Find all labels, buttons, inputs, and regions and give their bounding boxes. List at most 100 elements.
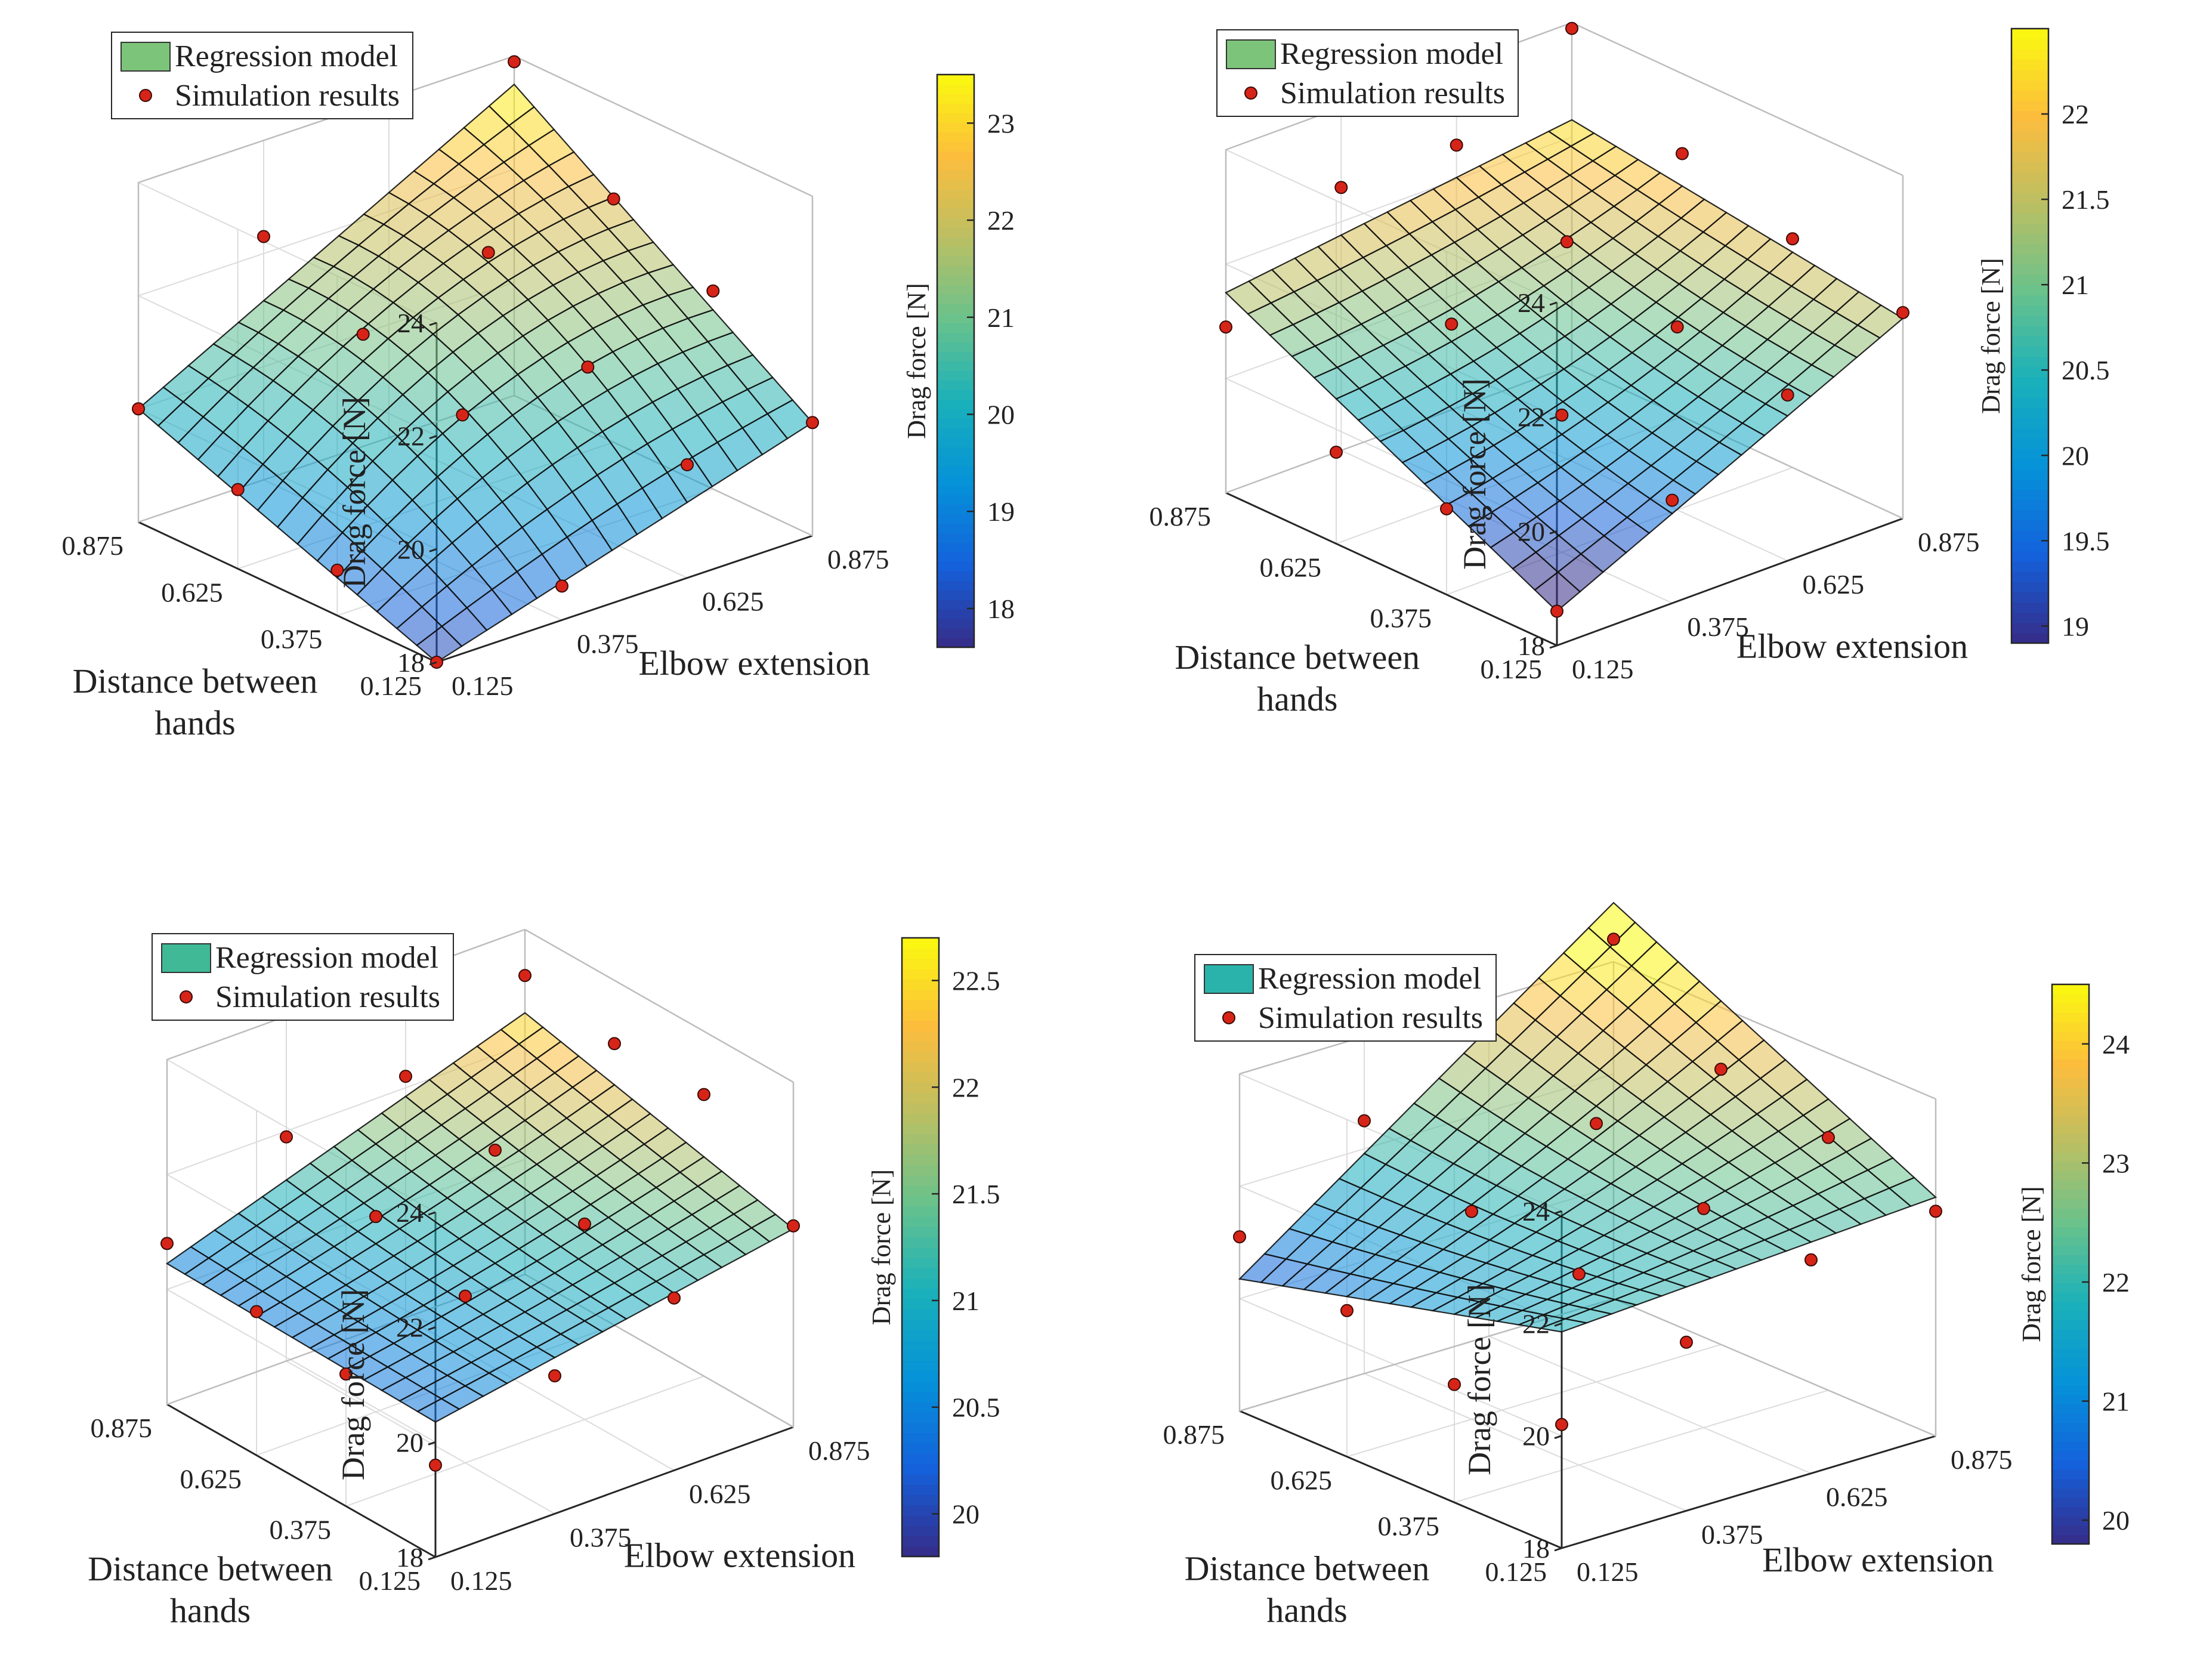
z-axis-label: Drag force [N] — [1457, 378, 1492, 570]
colorbar-segment — [902, 1422, 939, 1434]
colorbar-segment — [902, 1040, 939, 1052]
colorbar-segment — [937, 294, 974, 304]
x-axis-label: Elbow extension — [638, 644, 870, 682]
simulation-point — [1590, 1117, 1603, 1131]
colorbar-segment — [2011, 387, 2048, 398]
colorbar-segment — [937, 151, 974, 161]
colorbar-segment — [902, 1494, 939, 1506]
colorbar-segment — [2011, 39, 2048, 50]
simulation-point — [489, 1143, 502, 1157]
colorbar-segment — [2011, 459, 2048, 470]
chart-panel-top-right: 18 20 22 24 0.125 0.375 0.625 0.875 0.125 0.375 0.… — [1149, 21, 2110, 718]
simulation-point — [330, 563, 344, 577]
colorbar-segment — [2011, 172, 2048, 183]
colorbar-segment — [902, 1298, 939, 1310]
simulation-point — [1665, 493, 1679, 507]
colorbar-segment — [902, 1474, 939, 1485]
legend: Regression model Simulation results — [1194, 954, 1497, 1042]
simulation-point — [339, 1367, 353, 1381]
colorbar-segment — [937, 609, 974, 619]
colorbar-segment — [902, 1329, 939, 1341]
colorbar-segment — [902, 1515, 939, 1526]
colorbar-segment — [902, 1123, 939, 1135]
x-tick-label: 0.125 — [1572, 654, 1634, 684]
colorbar-segment — [2052, 1534, 2089, 1545]
simulation-point — [1670, 320, 1684, 333]
colorbar-segment — [2052, 1142, 2089, 1153]
simulation-point — [369, 1210, 382, 1224]
colorbar-segment — [902, 999, 939, 1011]
simulation-point — [231, 483, 245, 496]
colorbar-segment — [2011, 541, 2048, 552]
simulation-point — [1340, 1304, 1354, 1317]
simulation-point — [1786, 232, 1799, 246]
simulation-point — [1330, 446, 1343, 459]
simulation-point — [481, 246, 495, 260]
colorbar-tick-label: 22.5 — [952, 966, 1000, 996]
colorbar-segment — [937, 390, 974, 400]
colorbar-segment — [2011, 592, 2048, 603]
colorbar-segment — [902, 1071, 939, 1083]
colorbar-segment — [2052, 1105, 2089, 1116]
z-tick-label: 18 — [1522, 1533, 1550, 1564]
z-tick — [1554, 1322, 1562, 1327]
legend-swatch-regression — [1226, 39, 1276, 69]
colorbar-segment — [2052, 1273, 2089, 1284]
colorbar-segment — [2011, 315, 2048, 326]
simulation-point — [1233, 1230, 1246, 1244]
colorbar-segment — [2052, 1422, 2089, 1433]
colorbar-segment — [2011, 448, 2048, 459]
simulation-point — [1334, 181, 1348, 194]
gridline — [1346, 1344, 1722, 1457]
colorbar-segment — [2011, 223, 2048, 234]
simulation-point — [1929, 1205, 1942, 1218]
colorbar-segment — [2011, 418, 2048, 429]
z-tick — [429, 661, 437, 666]
y-axis-label-line2: hands — [170, 1591, 251, 1630]
simulation-point — [132, 402, 145, 416]
colorbar-segment — [937, 600, 974, 610]
x-tick-label: 0.625 — [1826, 1482, 1888, 1512]
colorbar-segment — [937, 132, 974, 142]
colorbar-tick-label: 21 — [952, 1286, 979, 1316]
y-tick-label: 0.125 — [1481, 654, 1543, 684]
z-tick — [429, 322, 437, 326]
simulation-point — [607, 192, 620, 206]
y-tick-label: 0.625 — [180, 1463, 242, 1494]
x-tick-label: 0.625 — [702, 586, 764, 617]
colorbar-segment — [937, 180, 974, 190]
colorbar-segment — [2052, 1068, 2089, 1079]
y-axis-label-line2: hands — [154, 703, 235, 742]
colorbar-segment — [2052, 1292, 2089, 1302]
x-tick-label: 0.375 — [577, 628, 639, 659]
colorbar-segment — [937, 113, 974, 123]
z-tick — [428, 1441, 436, 1446]
y-axis-label-line1: Distance between — [1185, 1549, 1430, 1588]
colorbar-segment — [902, 1401, 939, 1413]
legend-marker-simulation — [180, 990, 193, 1003]
simulation-point — [429, 1458, 442, 1472]
z-tick-label: 22 — [1522, 1308, 1550, 1339]
colorbar-segment — [2011, 90, 2048, 101]
colorbar-segment — [937, 370, 974, 381]
colorbar-segment — [2011, 571, 2048, 582]
colorbar-segment — [902, 1370, 939, 1382]
box-edge — [1613, 1298, 1936, 1437]
simulation-point — [1676, 147, 1689, 160]
colorbar-tick-label: 22 — [952, 1072, 979, 1102]
colorbar-segment — [2011, 202, 2048, 214]
z-axis-label: Drag force [N] — [336, 397, 372, 588]
colorbar-frame — [2051, 983, 2090, 1545]
colorbar-segment — [937, 399, 974, 409]
x-tick-label: 0.625 — [1803, 569, 1865, 600]
colorbar-segment — [937, 122, 974, 132]
colorbar-segment — [937, 141, 974, 152]
simulation-point — [608, 1037, 621, 1051]
colorbar-segment — [2011, 213, 2048, 224]
colorbar-segment — [2011, 407, 2048, 419]
x-tick-label: 0.375 — [570, 1522, 632, 1552]
colorbar-segment — [902, 1247, 939, 1258]
simulation-point — [548, 1369, 561, 1383]
x-tick-label: 0.875 — [827, 544, 889, 575]
axis-line — [435, 1426, 794, 1558]
